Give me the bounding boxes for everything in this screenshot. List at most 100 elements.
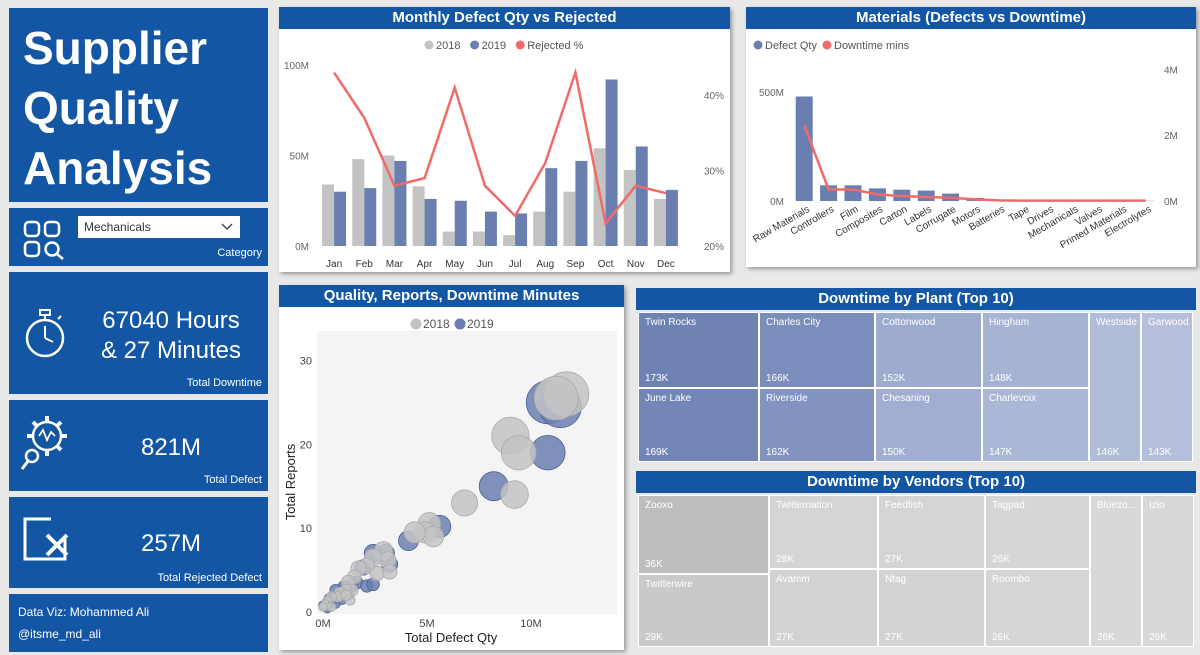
y-tick-label: 10 (300, 523, 312, 535)
treemap-cell-label: Twitternation (776, 500, 833, 511)
x-tick-label: 5M (419, 618, 434, 630)
treemap-cell-izio[interactable]: Izio 26K (1142, 495, 1194, 647)
bubble-2018 (422, 525, 445, 548)
vendors-treemap-card: Downtime by Vendors (Top 10) Zooxo 36K Twi… (636, 471, 1196, 649)
x-tick-label-nov: Nov (627, 259, 645, 270)
bar-2019-apr (424, 198, 437, 246)
x-tick-label: 10M (520, 618, 541, 630)
credits-panel: Data Viz: Mohammed Ali @itsme_md_ali (9, 594, 268, 652)
treemap-cell-label: Hingham (989, 317, 1030, 328)
legend-marker-0 (753, 40, 763, 50)
bubble-2018 (326, 602, 337, 612)
bar-2018-jun (472, 231, 485, 246)
kpi-downtime-hours: 67040 Hours (102, 307, 240, 334)
bubble-2018 (500, 434, 537, 471)
bar-2019-oct (605, 79, 618, 246)
legend-marker-1 (470, 40, 480, 50)
treemap-cell-label: Avamm (776, 574, 810, 585)
bubble-2018 (318, 602, 328, 612)
bar-2018-may (442, 231, 455, 246)
treemap-cell-label: Tagpad (992, 500, 1025, 511)
legend-label-0: 2018 (423, 317, 450, 331)
stopwatch-icon (23, 308, 67, 365)
legend-label-1: 2019 (467, 317, 494, 331)
x-tick-label-jun: Jun (477, 259, 493, 270)
treemap-cell-riverside[interactable]: Riverside 162K (759, 388, 875, 462)
treemap-cell-hingham[interactable]: Hingham 148K (982, 312, 1089, 388)
kpi-downtime-minutes: & 27 Minutes (100, 337, 242, 364)
x-tick-label-aug: Aug (536, 259, 554, 270)
treemap-cell-value: 166K (766, 373, 790, 384)
treemap-cell-feedfish[interactable]: Feedfish 27K (878, 495, 985, 569)
treemap-cell-twin-rocks[interactable]: Twin Rocks 173K (638, 312, 759, 388)
materials-chart-title: Materials (Defects vs Downtime) (746, 7, 1196, 29)
x-tick-label: 0M (315, 618, 330, 630)
kpi-downtime-label: Total Downtime (186, 377, 262, 389)
treemap-cell-bluezo[interactable]: Bluezo... 26K (1090, 495, 1142, 647)
treemap-cell-label: Twin Rocks (645, 317, 697, 328)
chevron-down-icon (220, 216, 234, 245)
treemap-cell-value: 27K (885, 632, 903, 643)
y2-tick-label: 0M (1164, 197, 1178, 208)
treemap-cell-value: 173K (645, 373, 669, 384)
kpi-downtime-card: 67040 Hours & 27 Minutes Total Downtime (9, 272, 268, 394)
x-tick-label-feb: Feb (356, 259, 374, 270)
treemap-cell-value: 152K (882, 373, 906, 384)
treemap-cell-roombo[interactable]: Roombo 26K (985, 569, 1090, 647)
y-tick-label: 100M (284, 61, 309, 72)
y-tick-label: 0 (306, 607, 312, 619)
legend-marker-2 (515, 40, 525, 50)
legend-label-0: 2018 (436, 40, 460, 52)
treemap-cell-chesaning[interactable]: Chesaning 150K (875, 388, 982, 462)
x-tick-label-jul: Jul (509, 259, 522, 270)
kpi-rejected-value: 257M (140, 530, 202, 557)
treemap-cell-june-lake[interactable]: June Lake 169K (638, 388, 759, 462)
treemap-cell-value: 27K (776, 632, 794, 643)
kpi-defect-card: 821M Total Defect (9, 400, 268, 491)
bar-labels (917, 190, 935, 201)
treemap-cell-value: 26K (1149, 632, 1167, 643)
legend-marker-1 (454, 318, 466, 330)
rejected-line (333, 67, 667, 227)
treemap-cell-zooxo[interactable]: Zooxo 36K (638, 495, 769, 574)
category-icon (23, 220, 67, 265)
treemap-cell-value: 146K (1096, 447, 1120, 458)
y2-tick-label: 20% (704, 242, 724, 253)
kpi-downtime-value: 67040 Hours & 27 Minutes (81, 306, 261, 366)
treemap-cell-charles-city[interactable]: Charles City 166K (759, 312, 875, 388)
treemap-cell-label: Feedfish (885, 500, 924, 511)
treemap-cell-twitterwire[interactable]: Twitterwire 29K (638, 574, 769, 647)
treemap-cell-tagpad[interactable]: Tagpad 26K (985, 495, 1090, 569)
bar-2019-dec (665, 189, 678, 246)
bubble-2018 (403, 521, 426, 544)
vendors-treemap: Zooxo 36K Twitternation 28K Feedfish 27K Tagpa… (638, 495, 1194, 647)
bar-2018-feb (352, 159, 365, 246)
bar-2019-mar (394, 160, 407, 246)
treemap-cell-value: 150K (882, 447, 906, 458)
bar-2019-sep (575, 160, 588, 246)
treemap-cell-cottonwood[interactable]: Cottonwood 152K (875, 312, 982, 388)
plant-treemap-card: Downtime by Plant (Top 10) Twin Rocks 173… (636, 288, 1196, 464)
category-filter-panel: Mechanicals Category (9, 208, 268, 266)
legend-marker-0 (410, 318, 422, 330)
scatter-chart-title: Quality, Reports, Downtime Minutes (279, 285, 624, 307)
treemap-cell-charlevoix[interactable]: Charlevoix 147K (982, 388, 1089, 462)
x-tick-label-jan: Jan (326, 259, 342, 270)
treemap-cell-westside[interactable]: Westside 146K (1089, 312, 1141, 462)
treemap-cell-label: Riverside (766, 393, 808, 404)
bar-film (844, 185, 862, 201)
treemap-cell-avamm[interactable]: Avamm 27K (769, 569, 878, 647)
category-dropdown[interactable]: Mechanicals (78, 216, 240, 238)
treemap-cell-value: 27K (885, 554, 903, 565)
x-tick-label-composites: Composites (834, 204, 885, 240)
treemap-cell-twitternation[interactable]: Twitternation 28K (769, 495, 878, 569)
treemap-cell-value: 147K (989, 447, 1013, 458)
bar-2018-dec (653, 198, 666, 246)
legend-label-1: Downtime mins (834, 40, 910, 52)
y-tick-label: 0M (295, 242, 309, 253)
scatter-chart: 2018 2019 0 10 20 30 0M 5M 10M Total Defect Qty To… (283, 317, 617, 645)
treemap-cell-ntag[interactable]: Ntag 27K (878, 569, 985, 647)
treemap-cell-label: Westside (1096, 317, 1137, 328)
bar-2019-may (454, 200, 467, 246)
treemap-cell-garwood[interactable]: Garwood 143K (1141, 312, 1193, 462)
